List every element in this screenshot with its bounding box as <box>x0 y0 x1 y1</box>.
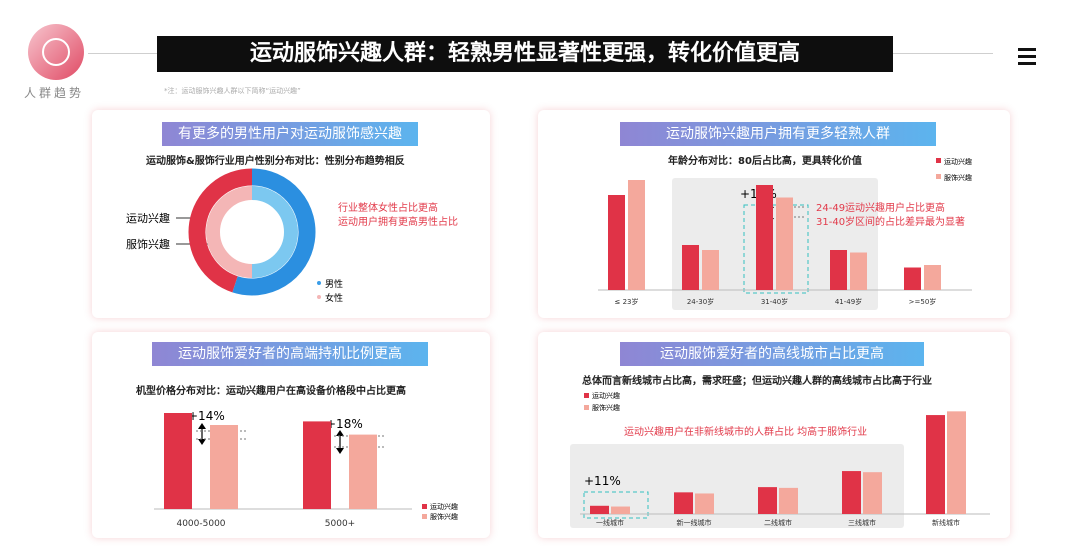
user-icon <box>42 38 70 66</box>
age-bars-bar-0-1 <box>628 180 645 290</box>
ring-outer-label: 运动兴趣 <box>126 211 170 225</box>
device-bars-tick-0: 4000-5000 <box>176 519 225 529</box>
age-bars-tick-3: 41-49岁 <box>835 297 862 306</box>
city-bars-bar-0-0 <box>590 505 609 514</box>
city-bars-bar-2-1 <box>779 487 798 514</box>
menu-icon[interactable] <box>1018 48 1036 69</box>
divider-right <box>893 53 993 54</box>
device-bars-bar-0-0 <box>164 413 192 509</box>
donut-slice-1-0 <box>251 186 298 278</box>
city-legend-a: 运动兴趣 <box>592 391 620 400</box>
city-panel-title: 运动服饰爱好者的高线城市占比更高 <box>620 342 924 366</box>
age-bars-bar-1-0 <box>682 245 699 290</box>
city-note: 运动兴趣用户在非新线城市的人群占比 均高于服饰行业 <box>624 427 868 438</box>
legend-female: 女性 <box>325 292 343 304</box>
device-legend-b: 服饰兴趣 <box>430 512 458 521</box>
ring-inner-label: 服饰兴趣 <box>126 237 170 251</box>
city-bars-bar-4-0 <box>926 415 945 514</box>
device-panel-title: 运动服饰爱好者的高端持机比例更高 <box>152 342 428 366</box>
age-bars-bar-3-1 <box>850 252 867 290</box>
city-bars-bar-3-1 <box>863 472 882 514</box>
age-panel: 运动服饰兴趣用户拥有更多轻熟人群 年龄分布对比：80后占比高，更具转化价值 +1… <box>538 110 1010 318</box>
city-bars-bar-4-1 <box>947 411 966 514</box>
age-bars-tick-4: >=50岁 <box>909 297 937 306</box>
footnote: *注：运动服饰兴趣人群以下简称“运动兴趣” <box>164 87 301 95</box>
city-bars-bar-2-0 <box>758 487 777 514</box>
device-diff-label-2: +18% <box>326 417 363 431</box>
donut-slice-1-1 <box>206 186 253 278</box>
device-bars-bar-1-1 <box>349 434 377 509</box>
gender-note-line1: 行业整体女性占比更高 <box>338 203 438 214</box>
age-bars-bar-0-0 <box>608 195 625 290</box>
age-bars-bar-1-1 <box>702 250 719 290</box>
age-note-line2: 31-40岁区间的占比差异最为显著 <box>816 217 966 228</box>
city-bars-bar-0-1 <box>611 506 630 514</box>
city-bars-tick-4: 新线城市 <box>932 518 960 527</box>
gender-note-line2: 运动用户拥有更高男性占比 <box>338 217 458 228</box>
device-bar-chart: +14% +18% 运动兴趣 服饰兴趣 4000-5000 5000+ <box>154 409 458 529</box>
age-note: 24-49运动兴趣用户占比更高 31-40岁区间的占比差异最为显著 <box>816 202 965 230</box>
age-bars-tick-1: 24-30岁 <box>687 297 714 306</box>
brand-logo <box>28 24 84 80</box>
city-bar-chart: +11% 运动兴趣 服饰兴趣 一线城市 新一线城市 二线城市 三线城市 新线城市 <box>570 391 990 528</box>
device-diff-label-1: +14% <box>188 409 225 423</box>
device-bars-bar-0-1 <box>210 425 238 509</box>
logo-label: 人群趋势 <box>24 86 85 100</box>
age-bars-bar-4-0 <box>904 267 921 290</box>
city-bars-tick-0: 一线城市 <box>596 518 624 527</box>
age-bar-chart: +14% 运动兴趣 服饰兴趣 ≤ 23岁24-30岁31-40岁41-49岁>=… <box>598 157 972 310</box>
city-highlight-box <box>583 491 649 519</box>
age-note-line1: 24-49运动兴趣用户占比更高 <box>816 203 946 214</box>
donut-slice-0-1 <box>188 168 253 293</box>
age-bars-tick-2: 31-40岁 <box>761 297 788 306</box>
city-bars-tick-2: 二线城市 <box>764 518 792 527</box>
city-panel: 运动服饰爱好者的高线城市占比更高 总体而言新线城市占比高，需求旺盛；但运动兴趣人… <box>538 332 1010 538</box>
device-bars-bar-1-0 <box>303 421 331 509</box>
age-panel-title: 运动服饰兴趣用户拥有更多轻熟人群 <box>620 122 936 146</box>
city-highlight-zone <box>570 444 904 528</box>
gender-note: 行业整体女性占比更高 运动用户拥有更高男性占比 <box>338 202 458 230</box>
city-bars-bar-3-0 <box>842 471 861 514</box>
age-bars-bar-2-1 <box>776 197 793 290</box>
age-bars-tick-0: ≤ 23岁 <box>615 297 639 306</box>
city-legend-b: 服饰兴趣 <box>592 403 620 412</box>
age-legend-b: 服饰兴趣 <box>944 173 972 182</box>
divider-left <box>88 53 158 54</box>
city-bars-bar-1-0 <box>674 492 693 514</box>
legend-male: 男性 <box>325 278 343 290</box>
device-panel: 运动服饰爱好者的高端持机比例更高 机型价格分布对比：运动兴趣用户在高设备价格段中… <box>92 332 490 538</box>
gender-panel: 有更多的男性用户对运动服饰感兴趣 运动服饰&服饰行业用户性别分布对比：性别分布趋… <box>92 110 490 318</box>
city-bars-tick-3: 三线城市 <box>848 518 876 527</box>
device-legend-a: 运动兴趣 <box>430 502 458 511</box>
city-panel-subtitle: 总体而言新线城市占比高，需求旺盛；但运动兴趣人群的高线城市占比高于行业 <box>582 376 932 387</box>
page-title: 运动服饰兴趣人群：轻熟男性显著性更强，转化价值更高 <box>157 36 893 72</box>
donut-slice-0-0 <box>232 168 316 296</box>
gender-panel-title: 有更多的男性用户对运动服饰感兴趣 <box>162 122 418 146</box>
device-panel-subtitle: 机型价格分布对比：运动兴趣用户在高设备价格段中占比更高 <box>136 386 406 397</box>
gender-donut-chart: 运动兴趣 服饰兴趣 男性 女性 <box>126 168 343 304</box>
age-legend-a: 运动兴趣 <box>944 157 972 166</box>
age-panel-subtitle: 年龄分布对比：80后占比高，更具转化价值 <box>668 156 862 167</box>
age-bars-bar-3-0 <box>830 250 847 290</box>
city-diff-label: +11% <box>584 474 621 488</box>
age-bars-bar-2-0 <box>756 185 773 290</box>
city-bars-tick-1: 新一线城市 <box>677 518 712 527</box>
gender-panel-subtitle: 运动服饰&服饰行业用户性别分布对比：性别分布趋势相反 <box>146 156 405 167</box>
age-highlight-zone <box>672 178 878 310</box>
age-bars-bar-4-1 <box>924 265 941 290</box>
city-bars-bar-1-1 <box>695 493 714 514</box>
device-bars-tick-1: 5000+ <box>325 519 355 529</box>
